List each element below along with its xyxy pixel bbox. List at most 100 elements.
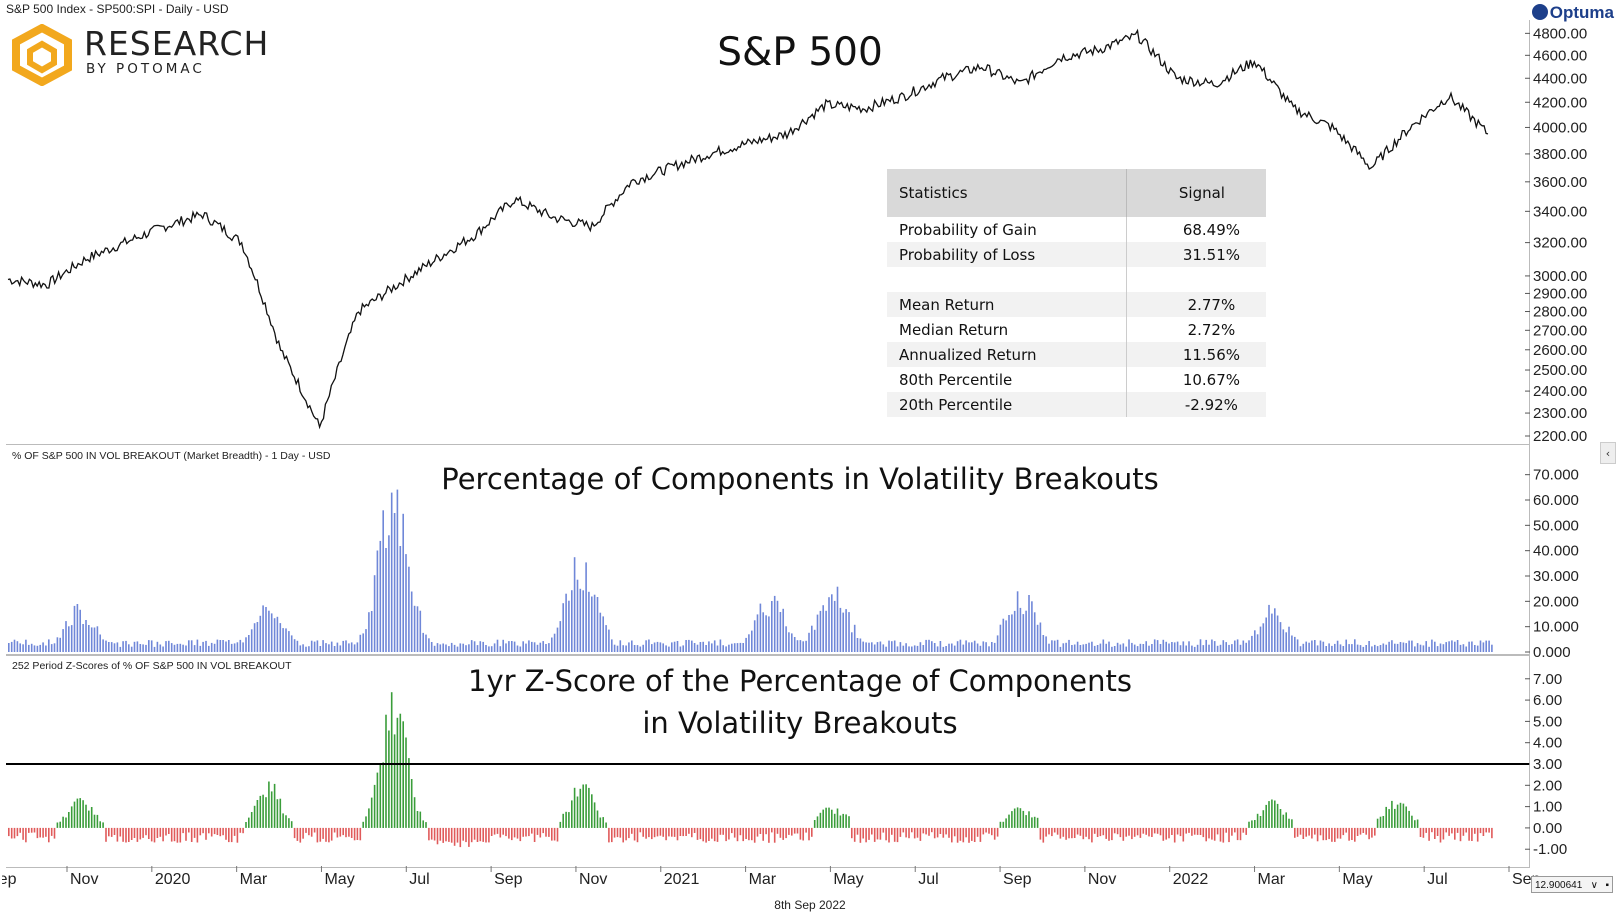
- breakout-bar: [919, 642, 922, 652]
- zscore-bar-negative: [756, 827, 759, 837]
- breakout-bar: [1239, 644, 1242, 652]
- breakout-bar: [956, 641, 959, 652]
- breakout-bar: [1368, 641, 1370, 652]
- breakout-bar: [865, 642, 867, 652]
- zscore-bar-negative: [1102, 827, 1105, 836]
- breakout-bar: [1459, 644, 1462, 652]
- zscore-bar-positive: [1033, 816, 1036, 828]
- breakout-bar: [999, 624, 1002, 652]
- breakout-bar: [896, 646, 899, 652]
- zscore-bar-negative: [165, 827, 167, 836]
- breakout-bar: [279, 623, 282, 652]
- zscore-bar-positive: [370, 797, 373, 828]
- chevron-down-icon[interactable]: ∨: [1590, 880, 1598, 891]
- breakout-bar: [1151, 644, 1153, 652]
- zscore-bar-positive: [1019, 808, 1022, 828]
- zscore-bar-negative: [1196, 827, 1199, 835]
- breakout-bar: [1374, 644, 1376, 652]
- lock-icon[interactable]: ▪: [1605, 880, 1609, 891]
- breakout-bar: [831, 594, 833, 652]
- breakout-bar: [399, 546, 402, 652]
- breakout-bar: [733, 643, 736, 652]
- breakout-bar: [433, 645, 436, 652]
- zscore-bar-negative: [1122, 827, 1125, 841]
- breakout-bar: [1325, 646, 1327, 652]
- stat-label: Median Return: [887, 317, 1127, 342]
- collapse-panel-button[interactable]: ‹: [1600, 442, 1616, 464]
- breakout-panel[interactable]: [6, 444, 1530, 656]
- breakout-bar: [885, 646, 887, 652]
- stat-label: Annualized Return: [887, 342, 1127, 367]
- stat-value: 2.77%: [1126, 292, 1266, 317]
- zscore-bar-negative: [613, 827, 616, 838]
- zscore-bar-positive: [822, 809, 824, 828]
- breakout-bar: [931, 641, 933, 652]
- zscore-bar-negative: [319, 827, 322, 842]
- breakout-bar: [305, 646, 307, 652]
- zscore-bar-negative: [1128, 827, 1130, 836]
- zscore-bar-negative: [219, 827, 222, 837]
- breakout-bar: [539, 642, 542, 652]
- zscore-bar-negative: [1454, 827, 1456, 840]
- breakout-bar: [168, 640, 170, 652]
- zscore-bar-negative: [522, 827, 524, 837]
- breakout-bar: [1131, 642, 1133, 652]
- price-chart-title: S&P 500: [717, 30, 883, 75]
- zscore-bar-negative: [488, 827, 490, 843]
- y-tick-label: 4600.00: [1533, 47, 1587, 64]
- price-series-line: [7, 28, 1489, 430]
- breakout-bar: [1128, 639, 1130, 652]
- zscore-bar-negative: [1068, 827, 1070, 839]
- x-tick-label: 2022: [1173, 871, 1209, 888]
- breakout-bar: [122, 641, 124, 652]
- breakout-bar: [791, 633, 793, 652]
- zscore-bar-negative: [705, 827, 707, 843]
- zscore-bar-positive: [1002, 821, 1005, 828]
- breakout-bar: [213, 643, 216, 652]
- breakout-bar: [639, 646, 642, 652]
- zscore-bar-negative: [45, 827, 47, 837]
- zscore-bar-negative: [1436, 827, 1439, 836]
- zscore-bar-negative: [1059, 827, 1062, 839]
- zscore-bar-negative: [979, 827, 982, 842]
- breakout-bar: [1282, 629, 1285, 652]
- breakout-bar: [613, 644, 616, 652]
- zscore-bar-negative: [1076, 827, 1079, 835]
- breakout-bar: [1294, 636, 1296, 652]
- optuma-brand-text: Optuma: [1549, 3, 1614, 22]
- zoom-value: 12.900641: [1535, 880, 1583, 891]
- zscore-bar-negative: [168, 827, 170, 834]
- breakout-bar: [1222, 640, 1225, 652]
- breakout-bar: [1082, 644, 1085, 652]
- zscore-bar-negative: [728, 827, 730, 840]
- zscore-bar-positive: [373, 784, 376, 828]
- zscore-bar-negative: [656, 827, 659, 837]
- breakout-bar: [1042, 635, 1045, 652]
- breakout-bar: [1396, 643, 1399, 652]
- breakout-bar: [802, 641, 804, 652]
- zscore-bar-negative: [676, 827, 679, 841]
- zscore-bar-negative: [988, 827, 990, 834]
- breakout-bar: [1256, 634, 1259, 652]
- zscore-panel[interactable]: [6, 654, 1530, 868]
- zoom-input[interactable]: 12.900641 ∨ ▪: [1531, 876, 1613, 893]
- x-tick-label: Sep: [0, 871, 17, 888]
- zscore-bar-negative: [185, 827, 187, 841]
- breakout-bar: [908, 646, 910, 652]
- breakout-bar: [996, 635, 999, 652]
- breakout-bar: [888, 640, 890, 652]
- zscore-bar-negative: [228, 827, 230, 843]
- breakout-bar: [259, 615, 262, 652]
- zscore-bar-negative: [13, 827, 16, 839]
- breakout-bar: [596, 597, 599, 652]
- zscore-bar-negative: [1225, 827, 1227, 833]
- zscore-bar-positive: [68, 812, 70, 828]
- breakout-bar: [1382, 643, 1385, 652]
- breakout-bar: [696, 644, 699, 652]
- zscore-bar-negative: [779, 827, 782, 838]
- zscore-bar-negative: [1365, 827, 1367, 835]
- zscore-bar-negative: [1051, 827, 1053, 837]
- breakout-bar: [1428, 646, 1430, 652]
- zscore-bar-negative: [1231, 827, 1233, 836]
- zscore-bar-negative: [1085, 827, 1087, 837]
